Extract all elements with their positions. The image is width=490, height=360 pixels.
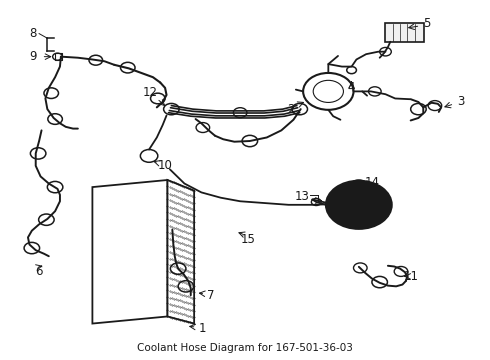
Text: 14: 14 (365, 176, 379, 189)
Text: 12: 12 (143, 86, 158, 99)
Text: 8: 8 (29, 27, 36, 40)
Text: 10: 10 (158, 159, 172, 172)
Text: 6: 6 (35, 265, 42, 278)
Text: 11: 11 (403, 270, 418, 283)
Text: 5: 5 (423, 17, 430, 30)
Circle shape (326, 181, 392, 229)
Text: 9: 9 (29, 50, 37, 63)
Text: Coolant Hose Diagram for 167-501-36-03: Coolant Hose Diagram for 167-501-36-03 (137, 343, 353, 354)
Text: 2: 2 (287, 103, 295, 116)
Text: 15: 15 (241, 233, 256, 246)
Text: 13: 13 (294, 190, 310, 203)
Text: 7: 7 (207, 289, 215, 302)
Circle shape (350, 180, 368, 193)
Text: 4: 4 (348, 81, 355, 94)
Polygon shape (93, 180, 168, 324)
Text: 3: 3 (457, 95, 464, 108)
Bar (386, 23, 424, 42)
Polygon shape (168, 180, 194, 324)
Text: 1: 1 (199, 321, 207, 335)
